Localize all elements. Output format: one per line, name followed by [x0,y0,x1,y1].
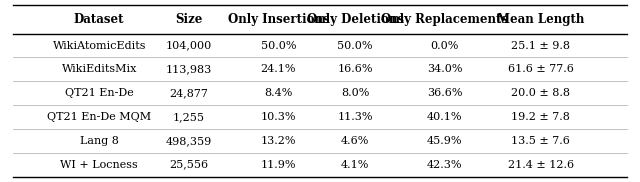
Text: Only Insertions: Only Insertions [228,13,329,26]
Text: 113,983: 113,983 [166,64,212,74]
Text: 1,255: 1,255 [173,112,205,122]
Text: Only Deletions: Only Deletions [307,13,404,26]
Text: 42.3%: 42.3% [427,160,463,170]
Text: 4.6%: 4.6% [341,136,369,146]
Text: 13.2%: 13.2% [260,136,296,146]
Text: 0.0%: 0.0% [431,41,459,51]
Text: 104,000: 104,000 [166,41,212,51]
Text: 20.0 ± 8.8: 20.0 ± 8.8 [511,88,570,98]
Text: 25.1 ± 9.8: 25.1 ± 9.8 [511,41,570,51]
Text: 8.0%: 8.0% [341,88,369,98]
Text: 11.9%: 11.9% [260,160,296,170]
Text: QT21 En-De MQM: QT21 En-De MQM [47,112,151,122]
Text: 4.1%: 4.1% [341,160,369,170]
Text: 498,359: 498,359 [166,136,212,146]
Text: QT21 En-De: QT21 En-De [65,88,134,98]
Text: 11.3%: 11.3% [337,112,373,122]
Text: Only Replacements: Only Replacements [381,13,508,26]
Text: 25,556: 25,556 [169,160,209,170]
Text: 10.3%: 10.3% [260,112,296,122]
Text: 24.1%: 24.1% [260,64,296,74]
Text: 21.4 ± 12.6: 21.4 ± 12.6 [508,160,574,170]
Text: 16.6%: 16.6% [337,64,373,74]
Text: Size: Size [175,13,202,26]
Text: 50.0%: 50.0% [337,41,373,51]
Text: 24,877: 24,877 [170,88,208,98]
Text: 45.9%: 45.9% [427,136,463,146]
Text: 61.6 ± 77.6: 61.6 ± 77.6 [508,64,573,74]
Text: 34.0%: 34.0% [427,64,463,74]
Text: 40.1%: 40.1% [427,112,463,122]
Text: Mean Length: Mean Length [497,13,584,26]
Text: 8.4%: 8.4% [264,88,292,98]
Text: 50.0%: 50.0% [260,41,296,51]
Text: Lang 8: Lang 8 [80,136,118,146]
Text: 36.6%: 36.6% [427,88,463,98]
Text: WikiEditsMix: WikiEditsMix [61,64,137,74]
Text: 19.2 ± 7.8: 19.2 ± 7.8 [511,112,570,122]
Text: Dataset: Dataset [74,13,124,26]
Text: WI + Locness: WI + Locness [60,160,138,170]
Text: 13.5 ± 7.6: 13.5 ± 7.6 [511,136,570,146]
Text: WikiAtomicEdits: WikiAtomicEdits [52,41,146,51]
